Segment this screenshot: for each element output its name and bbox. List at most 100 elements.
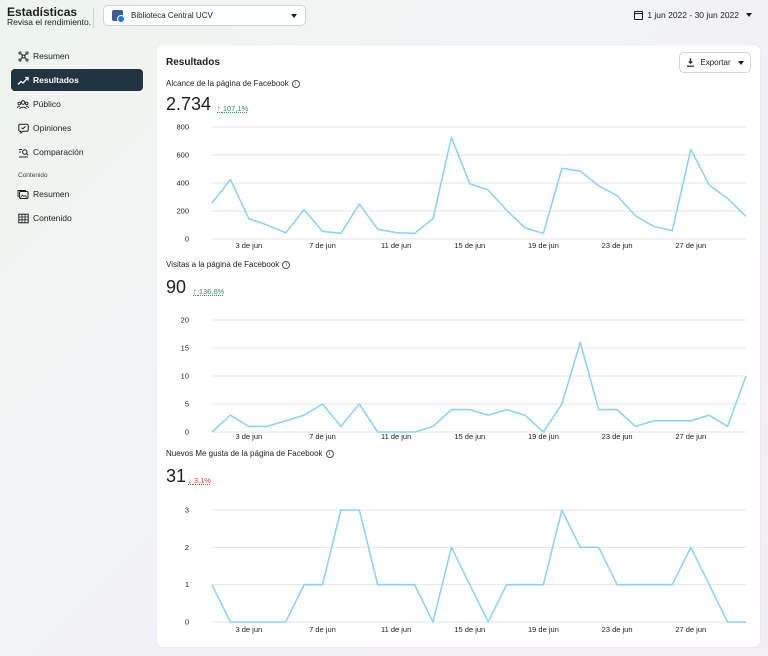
metric-section-visitas: Visitas a la página de Facebook i 90 ↑ 1… [157,259,760,443]
sidebar-item-resumen[interactable]: Resumen [11,45,143,67]
results-panel: Resultados Exportar Alcance de la página… [157,45,760,647]
info-icon[interactable]: i [291,79,300,88]
date-range-picker[interactable]: 1 jun 2022 - 30 jun 2022 [634,10,752,20]
export-label: Exportar [700,58,731,67]
y-tick-label: 10 [181,372,189,381]
page-avatar [112,10,125,23]
sidebar-item-label: Resumen [33,51,70,61]
metric-title: Alcance de la página de Facebook i [166,79,300,88]
metric-section-megusta: Nuevos Me gusta de la página de Facebook… [157,448,760,643]
download-icon [686,58,695,67]
series-line [211,341,747,433]
sidebar-item-comparacion[interactable]: Comparación [11,141,143,163]
x-tick-label: 3 de jun [235,625,262,634]
audience-icon [17,98,29,110]
x-tick-label: 11 de jun [381,432,411,441]
x-tick-label: 23 de jun [602,625,633,634]
metric-title-text: Nuevos Me gusta de la página de Facebook [166,449,323,458]
x-tick-label: 15 de jun [454,241,485,250]
info-icon[interactable]: i [282,260,291,269]
page-selector[interactable]: Biblioteca Central UCV [103,5,306,26]
metric-value: 2.734 [166,94,212,114]
sidebar-item-content-resumen[interactable]: Resumen [11,183,143,205]
y-tick-label: 5 [185,400,189,409]
y-tick-label: 2 [185,543,189,552]
series-line [211,136,747,235]
sidebar-item-label: Resumen [33,189,70,199]
metric-value: 31 [166,466,187,486]
y-tick-label: 15 [181,344,189,353]
export-button[interactable]: Exportar [679,52,751,73]
x-tick-label: 19 de jun [528,432,559,441]
metric-title: Visitas a la página de Facebook i [166,260,291,269]
panel-title: Resultados [166,57,220,68]
app-title: Estadísticas [7,5,78,19]
x-tick-label: 19 de jun [528,241,559,250]
sidebar-item-label: Contenido [33,213,72,223]
x-tick-label: 23 de jun [602,432,633,441]
metric-title: Nuevos Me gusta de la página de Facebook… [166,449,334,458]
sidebar-item-publico[interactable]: Público [11,93,143,115]
x-tick-label: 7 de jun [309,241,336,250]
sidebar-section-label: Contenido [18,172,48,179]
speech-bubble-icon [17,122,29,134]
line-chart-megusta: 0 1 2 3 3 de jun 7 de jun 11 de jun 15 de jun 19… [185,506,746,634]
metric-title-text: Alcance de la página de Facebook [166,79,289,88]
app-subtitle: Revisa el rendimiento. [7,17,92,27]
series-line [211,509,746,623]
network-icon [17,50,29,62]
y-tick-label: 800 [176,123,189,132]
x-tick-label: 3 de jun [235,432,262,441]
y-tick-label: 600 [176,151,189,160]
x-tick-label: 15 de jun [454,432,485,441]
gallery-icon [17,188,29,200]
y-tick-label: 0 [185,235,189,244]
line-chart-alcance: 0 200 400 600 800 3 de jun 7 de jun 11 de jun 15… [176,123,747,250]
x-tick-label: 15 de jun [454,625,485,634]
page-selector-value: Biblioteca Central UCV [131,11,213,20]
line-chart-visitas: 0 5 10 15 20 3 de jun 7 de jun 11 de jun 15 de j… [181,316,747,441]
metric-section-alcance: Alcance de la página de Facebook i 2.734… [157,78,760,258]
sidebar-item-label: Comparación [33,147,84,157]
x-tick-label: 11 de jun [381,241,411,250]
sidebar-item-resultados[interactable]: Resultados [11,69,143,91]
sidebar-item-label: Público [33,99,61,109]
date-range-label: 1 jun 2022 - 30 jun 2022 [647,10,739,20]
x-tick-label: 7 de jun [309,625,336,634]
trend-icon [17,74,29,86]
sidebar-item-label: Resultados [33,75,79,85]
x-tick-label: 7 de jun [309,432,336,441]
x-tick-label: 27 de jun [675,241,706,250]
sidebar-item-opiniones[interactable]: Opiniones [11,117,143,139]
sidebar-item-label: Opiniones [33,123,72,133]
metric-delta: ↓ 3,1% [188,476,211,485]
y-tick-label: 200 [176,207,189,216]
y-tick-label: 20 [181,316,189,325]
chevron-down-icon [746,13,752,17]
calendar-icon [634,10,644,20]
sidebar: Resumen Resultados Público Opiniones Com… [11,45,143,231]
divider [93,8,94,28]
x-tick-label: 19 de jun [528,625,559,634]
metric-delta: ↑ 107,1% [217,104,249,113]
y-tick-label: 1 [185,580,189,589]
y-tick-label: 0 [185,428,189,437]
chevron-down-icon [737,60,744,65]
y-tick-label: 3 [185,506,189,515]
metric-value: 90 [166,277,187,297]
x-tick-label: 27 de jun [675,432,706,441]
y-tick-label: 0 [185,618,189,627]
table-icon [17,212,29,224]
compare-icon [17,146,29,158]
metric-title-text: Visitas a la página de Facebook [166,260,280,269]
info-icon[interactable]: i [325,449,334,458]
chevron-down-icon [291,13,297,18]
x-tick-label: 27 de jun [675,625,706,634]
top-bar: Estadísticas Revisa el rendimiento. Bibl… [0,0,768,40]
x-tick-label: 11 de jun [381,625,411,634]
metric-delta: ↑ 136,8% [193,287,225,296]
x-tick-label: 23 de jun [602,241,633,250]
sidebar-item-contenido[interactable]: Contenido [11,207,143,229]
x-tick-label: 3 de jun [235,241,262,250]
y-tick-label: 400 [176,179,189,188]
